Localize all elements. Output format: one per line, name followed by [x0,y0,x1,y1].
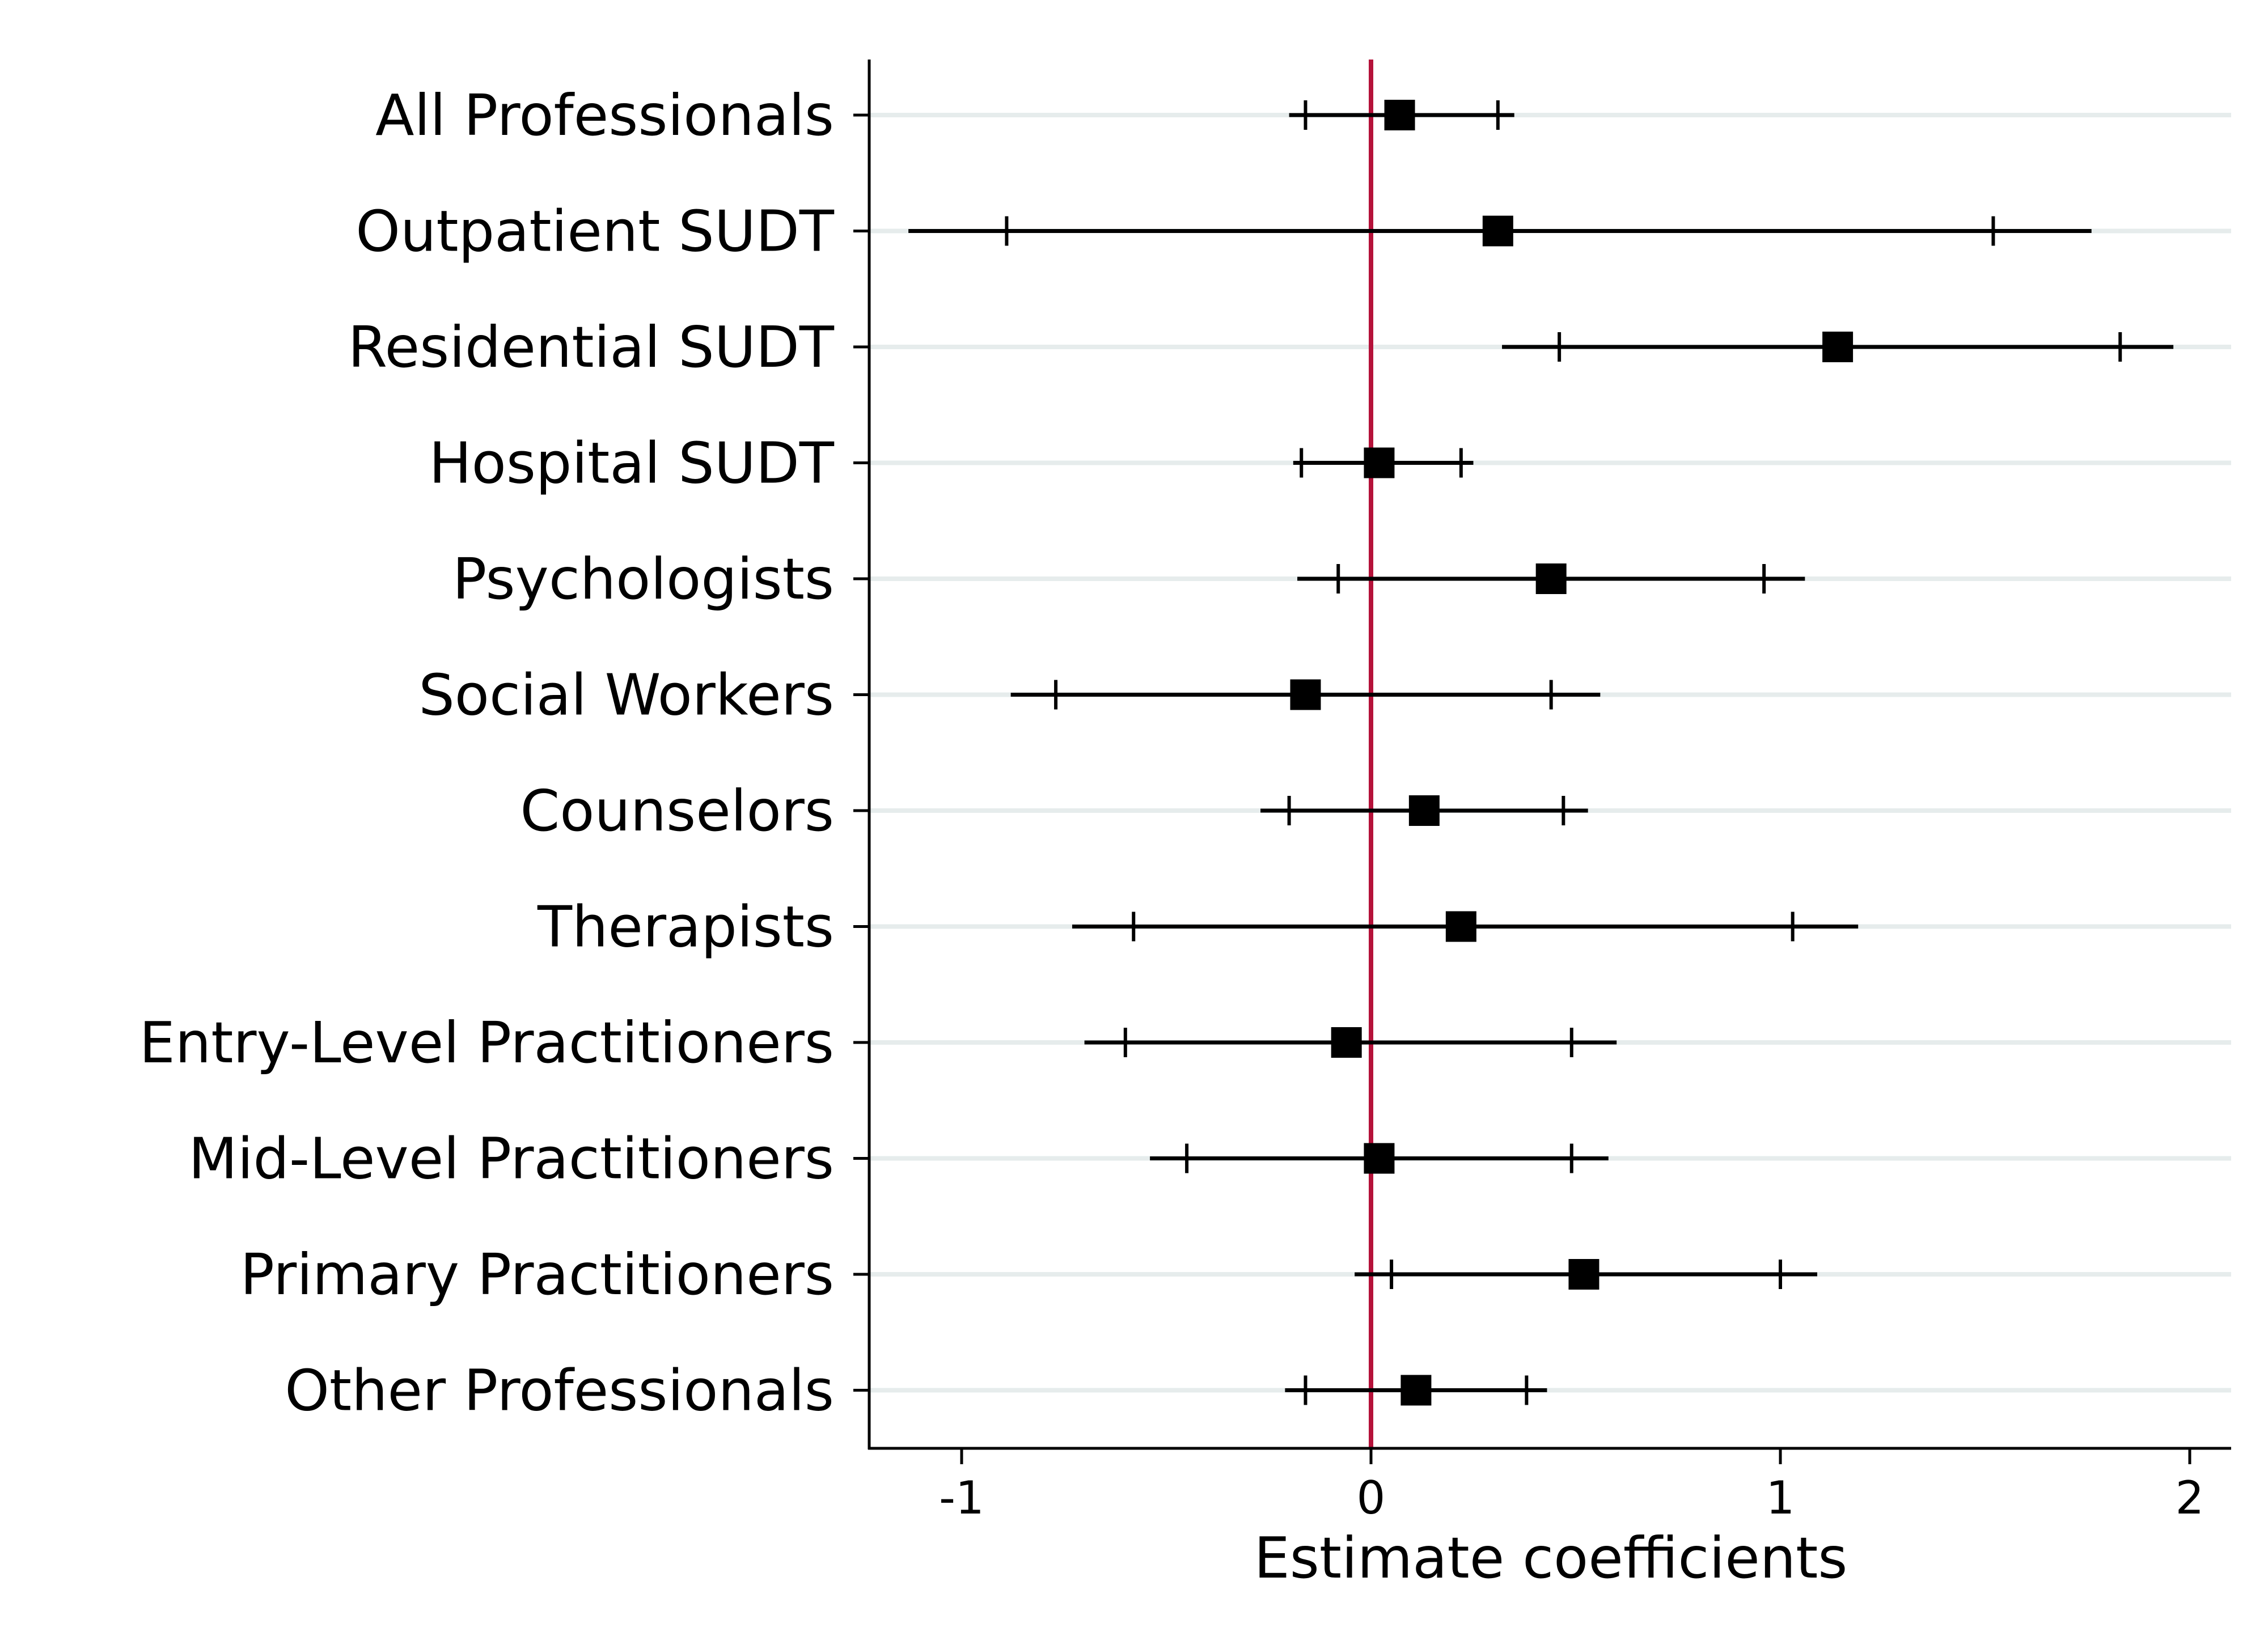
x-tick-label: 2 [2176,1472,2204,1524]
point-estimate [1290,679,1321,710]
y-tick-label: Therapists [537,894,834,960]
point-estimate [1822,332,1854,362]
y-tick-label: Outpatient SUDT [356,198,835,265]
point-estimate [1364,1143,1395,1174]
x-tick-label: 0 [1357,1472,1386,1524]
y-tick-label: Entry-Level Practitioners [139,1010,834,1076]
point-estimate [1408,795,1440,826]
y-tick-label: Residential SUDT [348,314,835,380]
y-tick-label: Social Workers [418,662,834,728]
y-tick-label: Counselors [520,778,834,844]
point-estimate [1384,100,1415,130]
point-estimate [1400,1375,1432,1406]
y-tick-label: Hospital SUDT [429,430,834,497]
y-tick-label: Mid-Level Practitioners [188,1126,834,1192]
point-estimate [1482,215,1513,247]
category-labels: All Professionals Outpatient SUDT Resident… [139,82,835,1424]
point-estimate [1331,1027,1362,1058]
y-tick-label: Other Professionals [285,1358,834,1424]
x-tick-labels: -1 0 1 2 [939,1472,2204,1524]
y-tick-label: All Professionals [375,82,834,149]
point-estimate [1568,1259,1600,1290]
y-tick-label: Psychologists [452,546,834,612]
y-tick-label: Primary Practitioners [240,1241,834,1308]
point-estimates [1290,100,1854,1406]
x-tick-label: 1 [1766,1472,1795,1524]
x-axis-title: Estimate coefficients [1254,1525,1848,1591]
x-tick-label: -1 [939,1472,984,1524]
point-estimate [1535,563,1567,594]
axes [853,60,2231,1464]
point-estimate [1364,447,1395,478]
point-estimate [1445,911,1476,942]
